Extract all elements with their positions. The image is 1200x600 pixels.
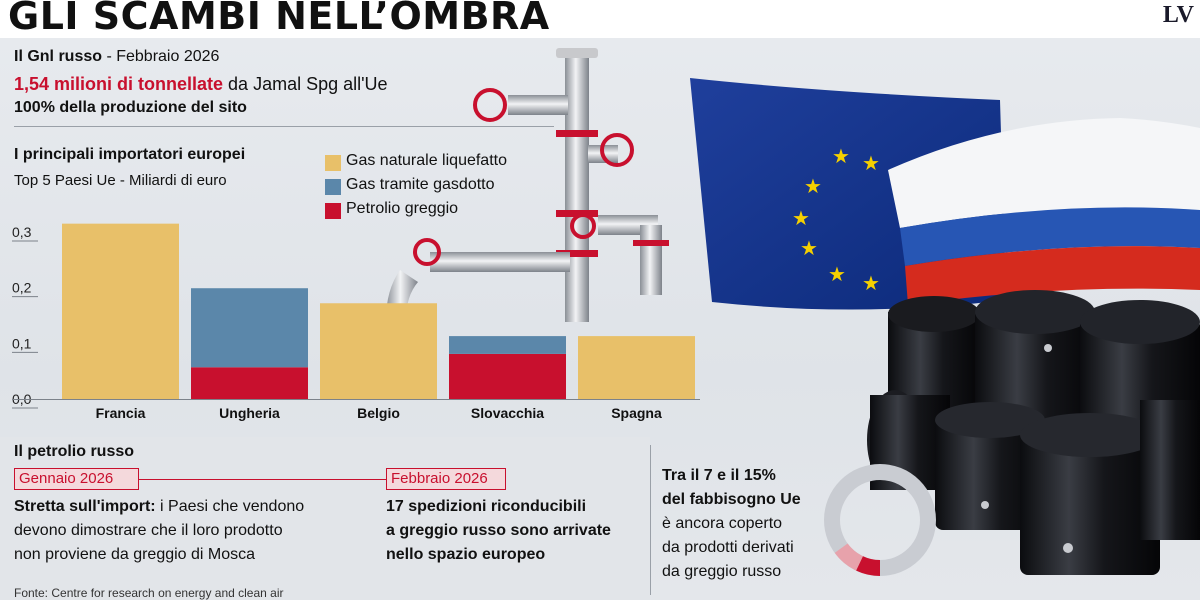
legend-label-pipeline: Gas tramite gasdotto <box>346 176 495 193</box>
header-bar: GLI SCAMBI NELL’OMBRA LV <box>0 0 1200 38</box>
oil-section-background <box>0 437 650 600</box>
y-tick-label: 0,1 <box>12 335 32 351</box>
bar-slovacchia-pipeline <box>449 336 566 354</box>
lng-share: 100% della produzione del sito <box>14 99 247 116</box>
svg-text:★: ★ <box>832 144 850 168</box>
legend-label-lng: Gas naturale liquefatto <box>346 152 507 169</box>
lng-header: Il Gnl russo - Febbraio 2026 <box>14 48 219 66</box>
bar-spagna-lng <box>578 336 695 399</box>
date-tag-february: Febbraio 2026 <box>386 468 506 490</box>
page-title: GLI SCAMBI NELL’OMBRA <box>8 0 550 38</box>
oil-january-rest: i Paesi che vendono <box>155 498 305 515</box>
oil-january-line2: devono dimostrare che il loro prodotto <box>14 522 283 539</box>
legend-label-oil: Petrolio greggio <box>346 200 459 217</box>
bar-francia-lng <box>62 223 179 399</box>
oil-february-line1: 17 spedizioni riconducibili <box>386 498 587 515</box>
lng-title: Il Gnl russo <box>14 48 103 65</box>
svg-text:★: ★ <box>804 174 822 198</box>
x-category-label: Francia <box>96 405 146 421</box>
oil-january-line3: non proviene da greggio di Mosca <box>14 546 256 563</box>
share-line4: da prodotti derivati <box>662 539 794 556</box>
timeline-line <box>139 479 386 480</box>
importers-subtitle: Top 5 Paesi Ue - Miliardi di euro <box>14 172 227 189</box>
y-tick-label: 0,2 <box>12 280 32 296</box>
x-category-label: Ungheria <box>219 405 280 421</box>
x-category-label: Slovacchia <box>471 405 544 421</box>
bar-ungheria-pipeline <box>191 288 308 368</box>
oil-section-title: Il petrolio russo <box>14 443 135 460</box>
share-donut-chart <box>824 464 936 576</box>
legend-swatch-lng <box>325 155 341 171</box>
oil-january-line1: Stretta sull'import: i Paesi che vendono <box>14 498 304 516</box>
lng-date: - Febbraio 2026 <box>102 48 220 65</box>
lng-volume-rest: da Jamal Spg all'Ue <box>223 74 388 94</box>
oil-february-line2: a greggio russo sono arrivate <box>386 522 611 539</box>
bar-ungheria-oil <box>191 367 308 399</box>
brand-logo: LV <box>1162 2 1194 28</box>
oil-barrels-image <box>867 290 1200 575</box>
svg-text:★: ★ <box>792 206 810 230</box>
svg-text:★: ★ <box>828 262 846 286</box>
source-note: Fonte: Centre for research on energy and… <box>14 586 284 600</box>
importers-title: I principali importatori europei <box>14 146 246 163</box>
donut-range-low <box>856 556 881 576</box>
date-tag-january: Gennaio 2026 <box>14 468 139 490</box>
bar-slovacchia-oil <box>449 353 566 399</box>
vertical-divider <box>650 445 651 595</box>
x-category-label: Spagna <box>611 405 662 421</box>
share-line5: da greggio russo <box>662 563 782 580</box>
lng-volume: 1,54 milioni di tonnellate da Jamal Spg … <box>14 74 388 95</box>
svg-text:★: ★ <box>862 151 880 175</box>
share-line1: Tra il 7 e il 15% <box>662 467 776 484</box>
divider <box>14 126 554 127</box>
share-line2: del fabbisogno Ue <box>662 491 801 508</box>
lng-volume-highlight: 1,54 milioni di tonnellate <box>14 74 224 94</box>
legend-swatch-pipeline <box>325 179 341 195</box>
bar-belgio-lng <box>320 303 437 399</box>
share-line3: è ancora coperto <box>662 515 783 532</box>
x-category-label: Belgio <box>357 405 400 421</box>
svg-text:★: ★ <box>862 271 880 295</box>
y-tick-label: 0,3 <box>12 224 32 240</box>
oil-january-bold: Stretta sull'import: <box>14 498 156 515</box>
svg-text:★: ★ <box>800 236 818 260</box>
oil-february-line3: nello spazio europeo <box>386 546 546 563</box>
russia-flag-image <box>888 118 1200 305</box>
legend-swatch-oil <box>325 203 341 219</box>
